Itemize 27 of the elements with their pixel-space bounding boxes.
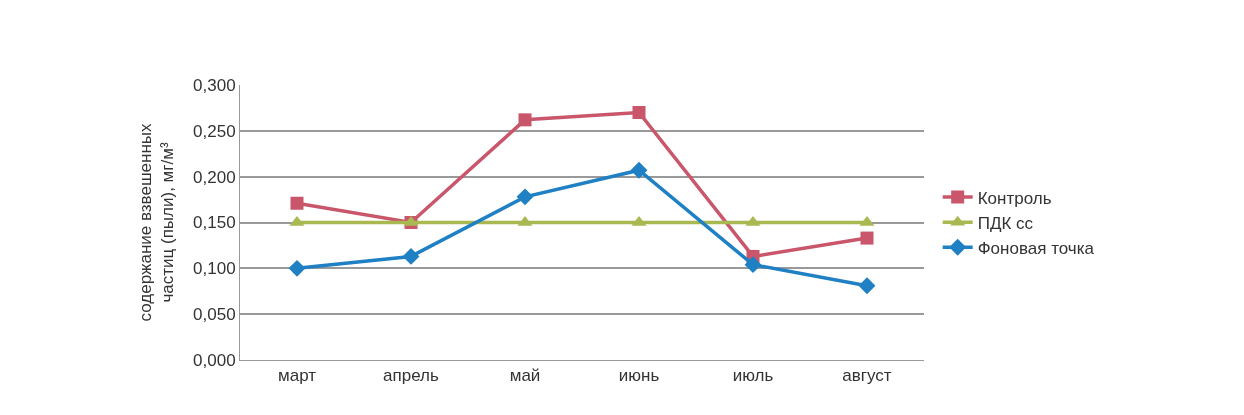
legend-label: ПДК сс: [977, 213, 1034, 233]
y-axis-title: содержание взвешенных частиц (пыли), мг/м³: [135, 123, 177, 322]
point: [744, 256, 762, 274]
point: [630, 161, 648, 179]
x-tick-label: апрель: [383, 366, 440, 386]
y-tick-label: 0,250: [193, 121, 236, 141]
y-tick-label: 0,050: [193, 305, 236, 325]
y-tick-label: 0,150: [193, 213, 236, 233]
x-tick-label: июнь: [618, 366, 660, 386]
y-tick-label: 0,000: [193, 350, 236, 370]
point: [288, 259, 306, 277]
legend-label: Фоновая точка: [977, 238, 1095, 258]
y-tick-label: 0,200: [193, 167, 236, 187]
point: [858, 277, 876, 295]
y-tick-label: 0,100: [193, 259, 236, 279]
x-tick-label: июль: [732, 366, 774, 386]
point: [516, 188, 534, 206]
y-tick-label: 0,300: [193, 75, 236, 95]
x-tick-label: март: [277, 366, 317, 386]
point: [290, 196, 304, 210]
point: [632, 106, 646, 119]
x-tick-label: август: [842, 366, 892, 386]
legend-label: Контроль: [977, 188, 1052, 208]
point: [518, 113, 532, 127]
x-tick-label: май: [509, 366, 541, 386]
point: [402, 247, 420, 265]
point: [860, 231, 874, 245]
